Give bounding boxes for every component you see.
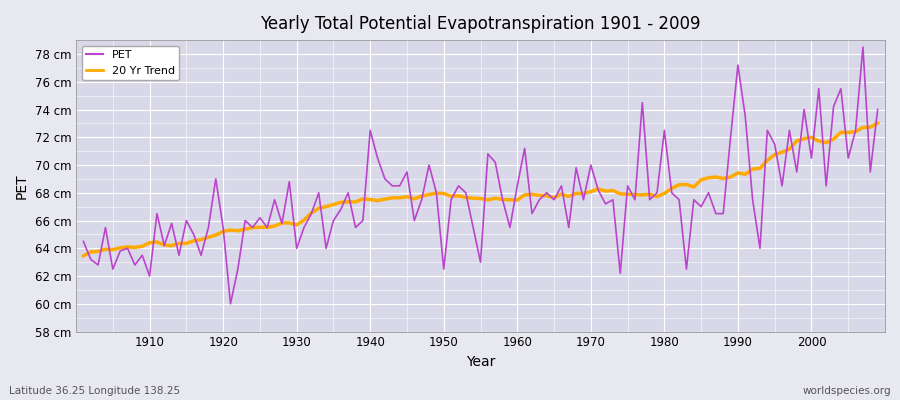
- Text: worldspecies.org: worldspecies.org: [803, 386, 891, 396]
- X-axis label: Year: Year: [466, 355, 495, 369]
- Y-axis label: PET: PET: [15, 173, 29, 199]
- Title: Yearly Total Potential Evapotranspiration 1901 - 2009: Yearly Total Potential Evapotranspiratio…: [260, 15, 701, 33]
- Text: Latitude 36.25 Longitude 138.25: Latitude 36.25 Longitude 138.25: [9, 386, 180, 396]
- Legend: PET, 20 Yr Trend: PET, 20 Yr Trend: [82, 46, 179, 80]
